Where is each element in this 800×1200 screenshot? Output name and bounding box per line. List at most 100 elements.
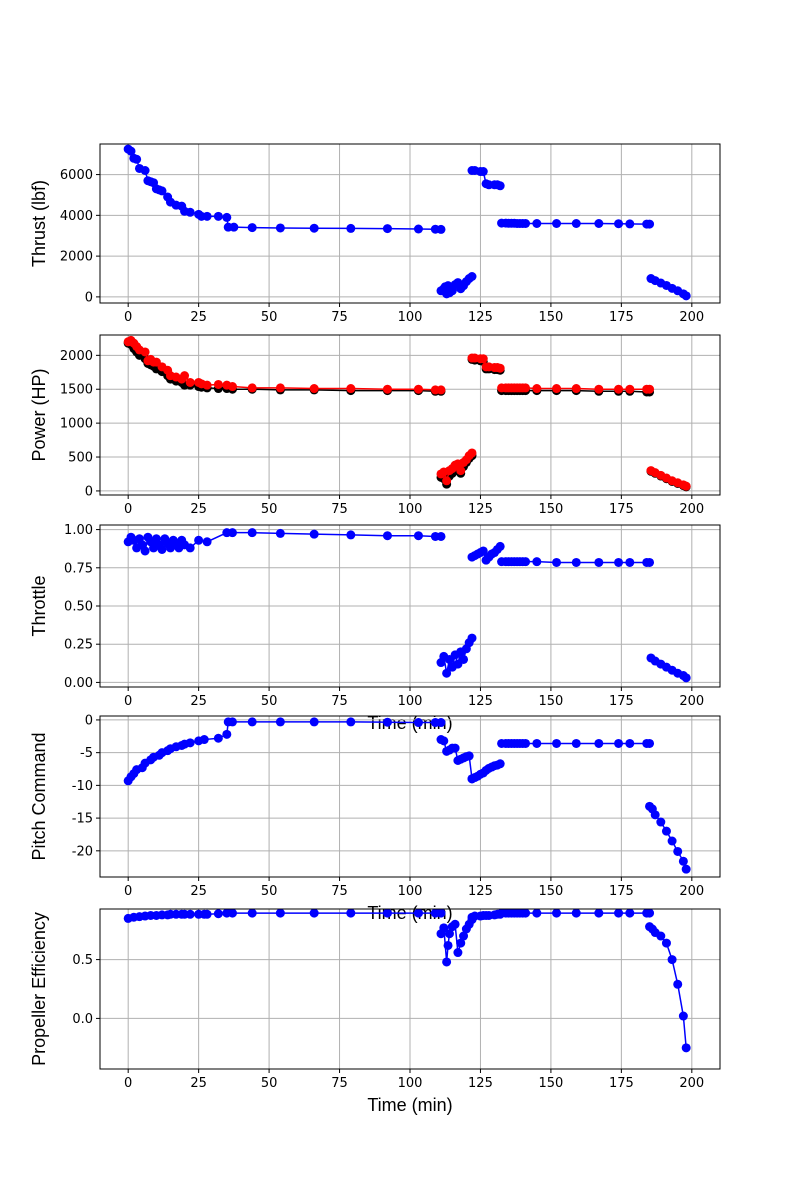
data-point — [645, 738, 655, 748]
x-tick-label: 75 — [331, 694, 348, 709]
data-point — [478, 354, 488, 364]
x-tick-label: 125 — [468, 884, 493, 899]
data-point — [346, 717, 356, 727]
data-point — [467, 633, 477, 643]
x-tick-label: 125 — [468, 694, 493, 709]
series-1 — [123, 717, 691, 874]
x-tick-label: 200 — [679, 502, 704, 517]
data-point — [614, 557, 624, 567]
y-tick-label: 1000 — [60, 417, 93, 432]
data-point — [247, 223, 257, 233]
data-point — [459, 931, 469, 941]
data-point — [478, 546, 488, 556]
x-tick-label: 175 — [609, 502, 634, 517]
data-point — [132, 154, 142, 164]
data-point — [495, 181, 505, 191]
data-point — [185, 738, 195, 748]
data-point — [275, 717, 285, 727]
data-point — [436, 531, 446, 541]
x-tick-label: 200 — [679, 694, 704, 709]
data-point — [571, 384, 581, 394]
data-point — [222, 729, 232, 739]
data-point — [456, 466, 466, 476]
data-point — [247, 909, 257, 918]
data-point — [645, 909, 655, 918]
x-tick-label: 150 — [538, 884, 563, 899]
data-point — [681, 481, 691, 491]
x-tick-label: 50 — [261, 310, 278, 325]
data-point — [213, 733, 223, 743]
y-tick-label: -20 — [72, 844, 93, 859]
x-tick-label: 150 — [538, 502, 563, 517]
x-tick-label: 0 — [124, 1076, 132, 1091]
data-point — [552, 384, 562, 394]
x-tick-label: 200 — [679, 884, 704, 899]
y-tick-label: 0.75 — [64, 561, 93, 576]
y-tick-label: 0 — [85, 713, 93, 728]
data-point — [614, 738, 624, 748]
data-point — [180, 371, 190, 381]
y-tick-label: 0.50 — [64, 600, 93, 615]
data-point — [681, 1043, 691, 1053]
x-tick-label: 125 — [468, 502, 493, 517]
data-point — [382, 909, 392, 918]
x-tick-label: 100 — [398, 1076, 423, 1091]
y-axis-label: Throttle — [29, 575, 49, 636]
data-point — [594, 219, 604, 228]
y-tick-label: 1500 — [60, 383, 93, 398]
y-tick-label: 0.0 — [72, 1012, 93, 1027]
y-tick-label: 0.25 — [64, 638, 93, 653]
plot-area — [123, 909, 691, 1053]
x-tick-label: 175 — [609, 884, 634, 899]
data-point — [459, 654, 469, 664]
y-tick-label: 6000 — [60, 168, 93, 183]
x-tick-label: 200 — [679, 310, 704, 325]
x-tick-label: 25 — [190, 310, 207, 325]
y-tick-label: 0 — [85, 484, 93, 499]
x-tick-label: 75 — [331, 502, 348, 517]
x-tick-label: 75 — [331, 884, 348, 899]
x-tick-label: 100 — [398, 310, 423, 325]
y-axis-label: Power (HP) — [29, 368, 49, 461]
data-point — [309, 529, 319, 539]
subplot-1: 0 25 50 75 100 125 150 175 2000200040006000Thrus… — [29, 143, 721, 325]
data-point — [413, 531, 423, 541]
plot-area — [123, 335, 691, 492]
x-tick-label: 100 — [398, 884, 423, 899]
data-point — [532, 557, 542, 567]
data-point — [467, 448, 477, 458]
data-point — [673, 979, 683, 989]
data-point — [681, 291, 691, 301]
data-point — [625, 219, 635, 229]
data-point — [656, 817, 666, 827]
data-point — [614, 219, 624, 229]
y-tick-label: -15 — [72, 812, 93, 827]
data-point — [571, 557, 581, 567]
data-point — [247, 717, 257, 727]
y-tick-label: 0.5 — [72, 953, 93, 968]
data-point — [436, 909, 446, 918]
x-tick-label: 125 — [468, 310, 493, 325]
y-tick-label: -5 — [80, 746, 93, 761]
y-tick-label: 0.00 — [64, 676, 93, 691]
data-point — [140, 546, 150, 556]
x-tick-label: 25 — [190, 502, 207, 517]
data-point — [213, 909, 223, 919]
data-point — [571, 738, 581, 748]
subplot-3: 0 25 50 75 100 125 150 175 200 0.00 0.25 0.50 0.75 1.… — [29, 523, 721, 733]
x-tick-label: 150 — [538, 310, 563, 325]
data-point — [532, 738, 542, 748]
data-point — [439, 923, 449, 933]
data-point — [614, 384, 624, 394]
data-point — [444, 929, 454, 939]
data-point — [678, 856, 688, 866]
data-point — [436, 224, 446, 234]
data-point — [625, 909, 635, 918]
data-point — [309, 717, 319, 727]
data-point — [346, 384, 356, 394]
data-point — [436, 718, 446, 728]
data-point — [532, 384, 542, 394]
data-point — [552, 738, 562, 748]
